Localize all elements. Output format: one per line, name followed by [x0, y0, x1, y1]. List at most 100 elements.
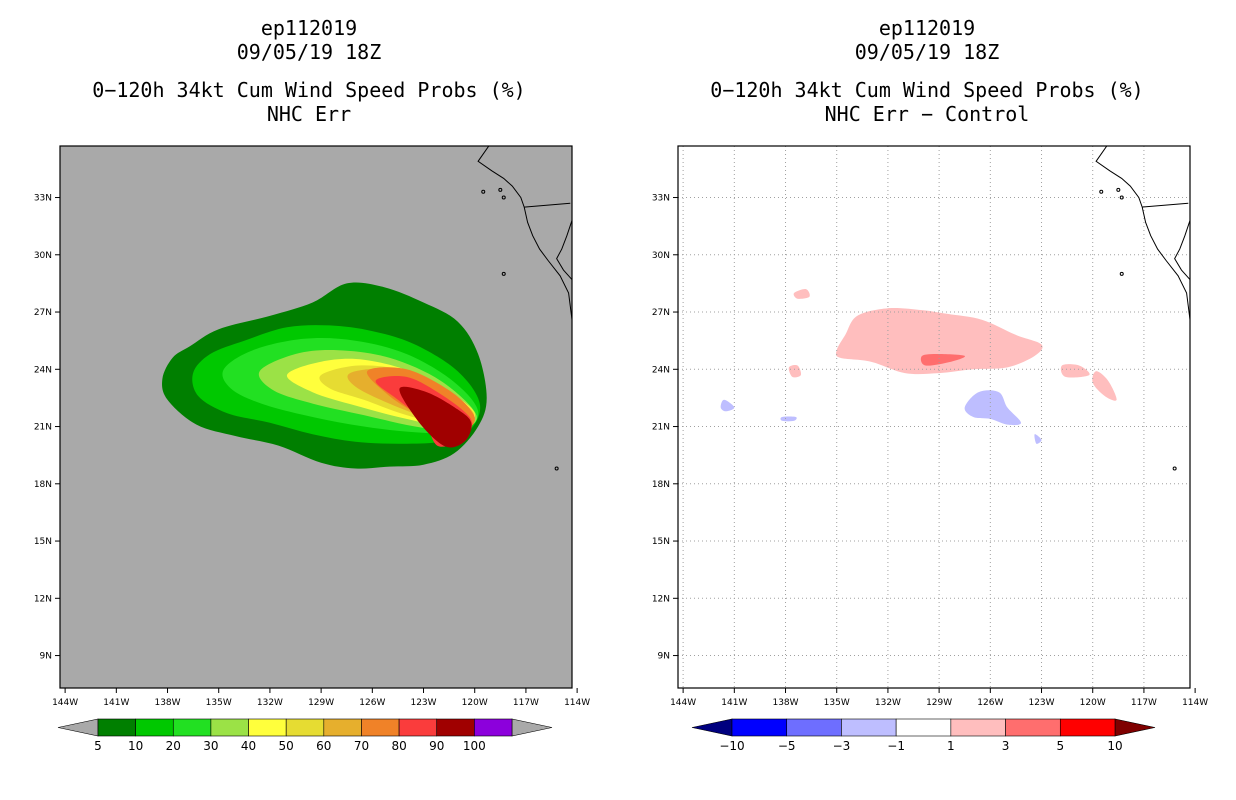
colorbar-box — [361, 718, 400, 737]
plot-frame — [59, 145, 573, 689]
island — [501, 195, 506, 200]
border-line — [1142, 202, 1189, 208]
y-tick-label: 24N — [652, 365, 670, 375]
colorbar-label: 1 — [947, 739, 955, 753]
y-tick-label: 33N — [652, 194, 670, 204]
x-tick-label: 120W — [1080, 698, 1106, 708]
y-tick-label: 21N — [34, 423, 52, 433]
x-tick-label: 120W — [462, 698, 488, 708]
colorbar-box — [895, 718, 952, 737]
colorbar-label: 5 — [94, 739, 102, 753]
colorbar-box — [731, 718, 788, 737]
y-tick-label: 27N — [652, 308, 670, 318]
colorbar-box — [285, 718, 325, 737]
colorbar-label: 100 — [463, 739, 486, 753]
contour-level-1 — [793, 289, 810, 299]
x-tick-label: 138W — [154, 698, 180, 708]
colorbar-box — [323, 718, 362, 737]
x-tick-label: 123W — [1028, 698, 1054, 708]
border-line — [524, 202, 571, 208]
colorbar-label: 5 — [1056, 739, 1064, 753]
colorbar-box — [1005, 718, 1061, 737]
colorbar-label: −1 — [887, 739, 905, 753]
colorbar-label: 70 — [354, 739, 369, 753]
coastline-gulf — [556, 220, 572, 280]
coastline — [477, 146, 572, 320]
x-tick-label: 126W — [977, 698, 1003, 708]
colorbar-box — [398, 718, 438, 737]
datetime-title: 09/05/19 18Z — [236, 40, 382, 64]
colorbar-under-arrow — [57, 718, 99, 737]
plot-frame — [677, 145, 1191, 689]
chart-subtitle: NHC Err — [266, 102, 352, 126]
left-panel: ep112019 09/05/19 18Z 0−120h 34kt Cum Wi… — [0, 16, 618, 753]
colorbar-label: 80 — [391, 739, 406, 753]
x-tick-label: 138W — [772, 698, 798, 708]
contour-level-neg1 — [780, 416, 797, 422]
contour-level-1 — [835, 307, 1043, 375]
x-tick-label: 123W — [410, 698, 436, 708]
colorbar-over-arrow — [511, 718, 553, 737]
colorbar-box — [210, 718, 249, 737]
y-tick-label: 33N — [34, 194, 52, 204]
island — [1099, 189, 1104, 194]
colorbar-label: −10 — [719, 739, 744, 753]
y-tick-label: 12N — [652, 594, 670, 604]
island — [1116, 187, 1121, 192]
colorbar-box — [135, 718, 174, 737]
x-tick-label: 117W — [1131, 698, 1157, 708]
contour-level-1 — [1092, 371, 1117, 401]
colorbar-label: 10 — [1107, 739, 1122, 753]
right-panel: ep112019 09/05/19 18Z 0−120h 34kt Cum Wi… — [618, 0, 1236, 800]
contour-level-neg1 — [720, 399, 735, 412]
colorbar-label: 40 — [241, 739, 256, 753]
left-title-block: ep112019 09/05/19 18Z 0−120h 34kt Cum Wi… — [0, 16, 618, 126]
colorbar-label: 90 — [429, 739, 444, 753]
colorbar-box — [1059, 718, 1116, 737]
y-tick-label: 27N — [34, 308, 52, 318]
chart-title: 0−120h 34kt Cum Wind Speed Probs (%) — [92, 78, 526, 102]
chart-title: 0−120h 34kt Cum Wind Speed Probs (%) — [710, 78, 1144, 102]
plot-background — [678, 146, 1190, 688]
x-tick-label: 132W — [257, 698, 283, 708]
colorbar-label: 3 — [1002, 739, 1010, 753]
colorbar-label: 30 — [203, 739, 218, 753]
x-tick-label: 132W — [875, 698, 901, 708]
colorbar-label: −5 — [778, 739, 796, 753]
x-tick-label: 129W — [308, 698, 334, 708]
colorbar-box — [436, 718, 475, 737]
island — [498, 187, 503, 192]
x-tick-label: 135W — [824, 698, 850, 708]
colorbar-label: 50 — [279, 739, 294, 753]
y-tick-label: 18N — [34, 480, 52, 490]
colorbar-label: 20 — [166, 739, 181, 753]
island — [481, 189, 486, 194]
colorbar-label: 60 — [316, 739, 331, 753]
y-tick-label: 12N — [34, 594, 52, 604]
colorbar-box — [248, 718, 287, 737]
y-tick-label: 15N — [34, 537, 52, 547]
x-tick-label: 141W — [721, 698, 747, 708]
colorbar-box — [97, 718, 136, 737]
right-title-block: ep112019 09/05/19 18Z 0−120h 34kt Cum Wi… — [618, 16, 1236, 126]
y-tick-label: 21N — [652, 423, 670, 433]
x-tick-label: 129W — [926, 698, 952, 708]
colorbar-box — [950, 718, 1006, 737]
y-tick-label: 30N — [34, 251, 52, 261]
colorbar-over-arrow — [1114, 718, 1156, 737]
contour-level-1 — [788, 364, 802, 378]
x-tick-label: 144W — [52, 698, 78, 708]
coastline — [1095, 146, 1190, 320]
colorbar-box — [786, 718, 842, 737]
y-tick-label: 30N — [652, 251, 670, 261]
y-tick-label: 18N — [652, 480, 670, 490]
x-tick-label: 126W — [359, 698, 385, 708]
x-tick-label: 117W — [513, 698, 539, 708]
datetime-title: 09/05/19 18Z — [854, 40, 1000, 64]
colorbar-box — [474, 718, 513, 737]
y-tick-label: 15N — [652, 537, 670, 547]
right-chart: 144W 141W 138W 135W 132W 129W 126W 123W 120W 117W… — [652, 145, 1208, 753]
island — [1119, 195, 1124, 200]
x-tick-label: 114W — [1182, 698, 1208, 708]
y-tick-label: 24N — [34, 365, 52, 375]
